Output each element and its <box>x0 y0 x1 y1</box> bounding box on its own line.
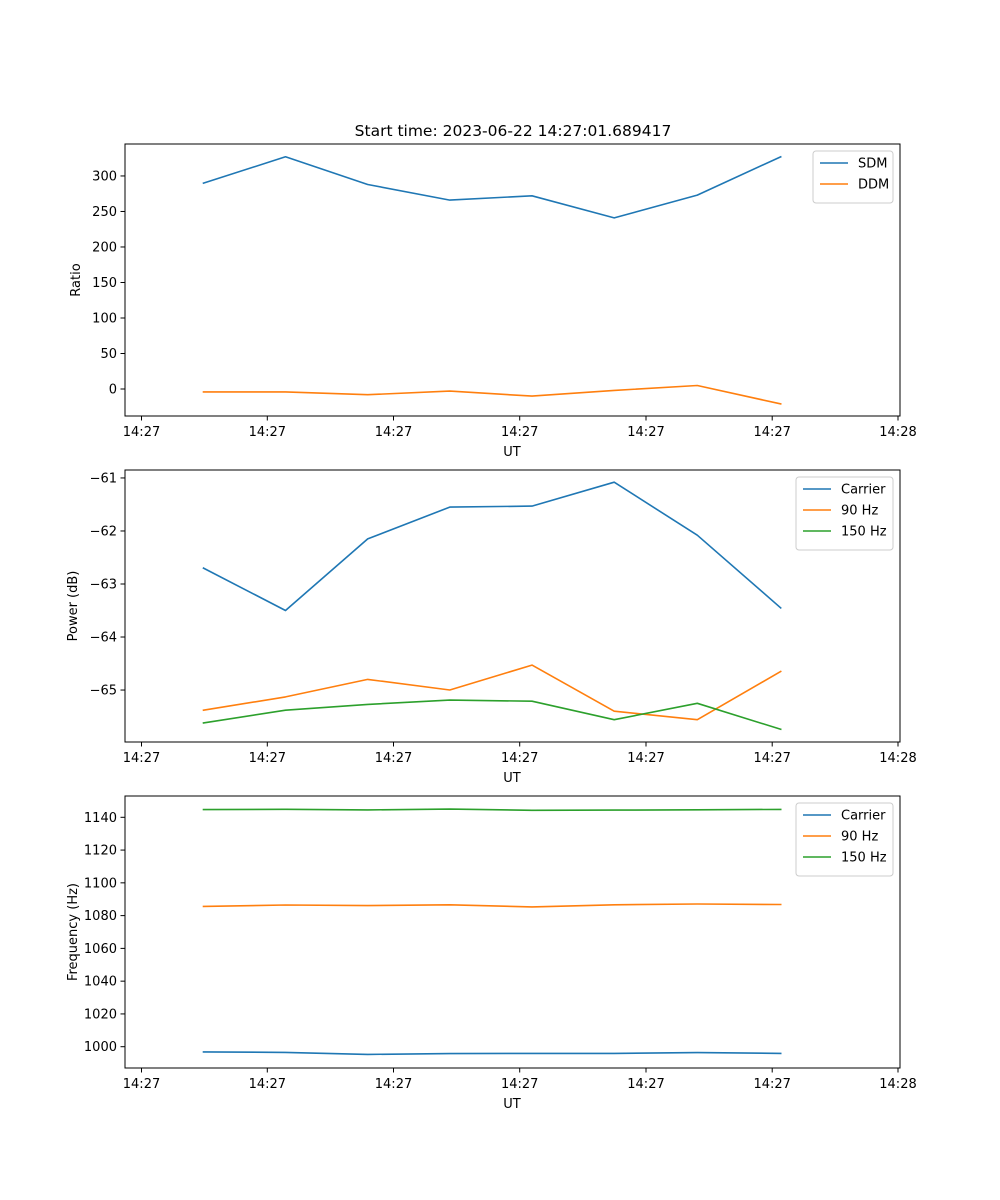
legend-entry: SDM <box>858 157 887 172</box>
subplots: 14:27 14:27 14:27 14:27 14:27 14:27 14:28 0 50 10… <box>66 143 917 1112</box>
x-tick-label: 14:27 <box>501 1077 538 1092</box>
x-tick-label: 14:27 <box>501 751 538 766</box>
series-line-90-hz <box>202 664 782 721</box>
legend: Carrier 90 Hz 150 Hz <box>795 802 894 877</box>
y-tick-label: 1080 <box>84 909 117 924</box>
y-tick-label: −61 <box>90 471 117 486</box>
axes-frame <box>124 469 901 743</box>
y-axis-label: Power (dB) <box>66 571 81 642</box>
legend-entry: 90 Hz <box>841 504 878 519</box>
y-tick-label: −64 <box>90 631 117 646</box>
x-tick-label: 14:27 <box>627 425 664 440</box>
axes-frame <box>124 143 901 417</box>
x-axis-label: UT <box>503 445 521 460</box>
x-axis-label: UT <box>503 1097 521 1112</box>
x-tick-label: 14:27 <box>249 425 286 440</box>
series-line-carrier <box>202 481 782 612</box>
x-tick-label: 14:27 <box>753 425 790 440</box>
y-tick-label: 1060 <box>84 942 117 957</box>
series-line-150-hz <box>202 699 782 731</box>
x-tick-label: 14:27 <box>249 1077 286 1092</box>
y-tick-label: 300 <box>92 169 117 184</box>
series-line-90-hz <box>202 903 782 908</box>
legend-entry: 90 Hz <box>841 830 878 845</box>
y-axis-label: Ratio <box>69 263 84 296</box>
subplot-3: 14:27 14:27 14:27 14:27 14:27 14:27 14:28 1000 1… <box>66 795 917 1112</box>
figure-title: Start time: 2023-06-22 14:27:01.689417 <box>355 122 672 140</box>
legend-entry: 150 Hz <box>841 525 887 540</box>
x-tick-label: 14:27 <box>627 1077 664 1092</box>
series-line-sdm <box>202 155 782 219</box>
legend-entry: Carrier <box>841 809 886 824</box>
y-tick-label: 1020 <box>84 1007 117 1022</box>
y-tick-label: 250 <box>92 205 117 220</box>
x-tick-label: 14:28 <box>879 425 916 440</box>
x-tick-label: 14:27 <box>753 1077 790 1092</box>
legend-box <box>812 150 894 204</box>
y-tick-label: 150 <box>92 276 117 291</box>
y-tick-label: 50 <box>100 347 117 362</box>
y-tick-label: 1040 <box>84 975 117 990</box>
x-tick-label: 14:27 <box>123 1077 160 1092</box>
x-tick-label: 14:27 <box>375 1077 412 1092</box>
y-tick-label: −63 <box>90 577 117 592</box>
series-line-carrier <box>202 1051 782 1056</box>
series-line-150-hz <box>202 808 782 812</box>
y-tick-label: 200 <box>92 240 117 255</box>
y-tick-label: 1100 <box>84 876 117 891</box>
x-axis-label: UT <box>503 771 521 786</box>
x-tick-label: 14:27 <box>627 751 664 766</box>
legend-entry: DDM <box>858 178 889 193</box>
y-tick-label: 0 <box>109 383 117 398</box>
x-tick-label: 14:27 <box>501 425 538 440</box>
y-axis-label: Frequency (Hz) <box>66 883 81 981</box>
legend: SDM DDM <box>812 150 894 204</box>
x-tick-label: 14:27 <box>375 425 412 440</box>
subplot-2: 14:27 14:27 14:27 14:27 14:27 14:27 14:28 −65 −6… <box>66 469 917 786</box>
y-tick-label: −65 <box>90 684 117 699</box>
y-tick-label: −62 <box>90 524 117 539</box>
legend-entry: 150 Hz <box>841 851 887 866</box>
x-tick-label: 14:27 <box>123 751 160 766</box>
y-tick-label: 1000 <box>84 1040 117 1055</box>
series-line-ddm <box>202 384 782 405</box>
subplot-1: 14:27 14:27 14:27 14:27 14:27 14:27 14:28 0 50 10… <box>69 143 917 460</box>
x-tick-label: 14:28 <box>879 1077 916 1092</box>
y-tick-label: 1140 <box>84 811 117 826</box>
x-tick-label: 14:27 <box>123 425 160 440</box>
y-tick-label: 1120 <box>84 844 117 859</box>
y-tick-label: 100 <box>92 311 117 326</box>
legend: Carrier 90 Hz 150 Hz <box>795 476 894 551</box>
axes-frame <box>124 795 901 1069</box>
x-tick-label: 14:27 <box>249 751 286 766</box>
x-tick-label: 14:27 <box>753 751 790 766</box>
legend-entry: Carrier <box>841 483 886 498</box>
x-tick-label: 14:28 <box>879 751 916 766</box>
x-tick-label: 14:27 <box>375 751 412 766</box>
